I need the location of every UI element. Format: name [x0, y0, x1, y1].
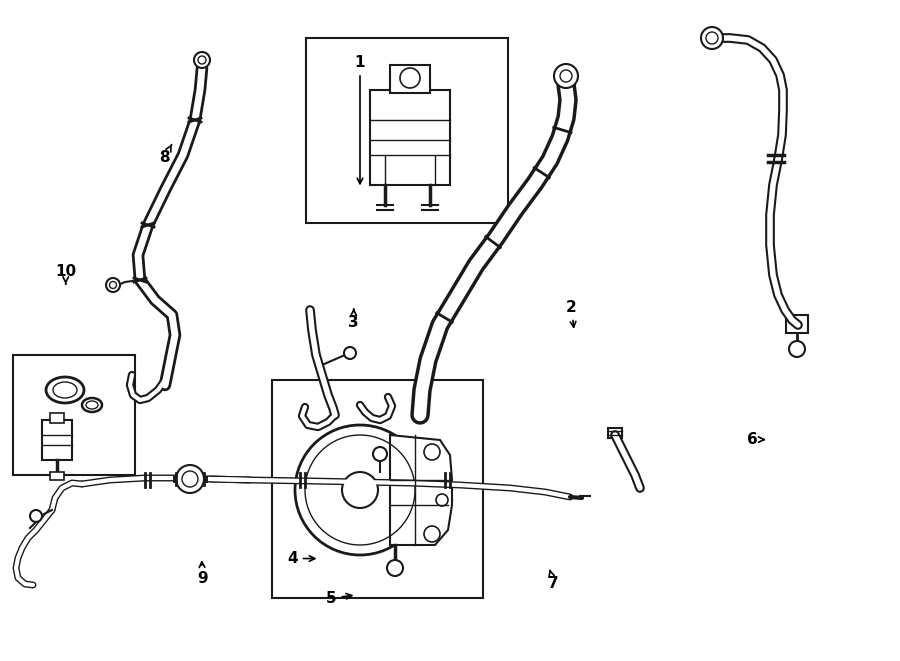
Polygon shape — [390, 435, 452, 545]
Text: 8: 8 — [159, 145, 172, 165]
Bar — [50, 413, 64, 423]
Circle shape — [789, 341, 805, 357]
Bar — [370, 90, 450, 185]
Text: 4: 4 — [287, 551, 315, 566]
Circle shape — [424, 526, 440, 542]
Text: 3: 3 — [348, 309, 359, 330]
Bar — [50, 472, 64, 480]
Circle shape — [176, 465, 204, 493]
Circle shape — [554, 64, 578, 88]
Circle shape — [342, 472, 378, 508]
Circle shape — [295, 425, 425, 555]
Text: 5: 5 — [326, 591, 352, 605]
Bar — [608, 428, 622, 438]
Text: 2: 2 — [566, 300, 577, 327]
Circle shape — [344, 347, 356, 359]
Circle shape — [30, 510, 42, 522]
Text: 10: 10 — [55, 264, 76, 284]
Circle shape — [194, 52, 210, 68]
Text: 1: 1 — [355, 56, 365, 184]
Circle shape — [701, 27, 723, 49]
Bar — [390, 65, 430, 93]
Bar — [786, 315, 808, 333]
Bar — [306, 38, 508, 223]
Bar — [13, 355, 135, 475]
Circle shape — [106, 278, 120, 292]
Bar — [42, 420, 72, 460]
Text: 9: 9 — [197, 562, 208, 586]
Circle shape — [387, 560, 403, 576]
Circle shape — [424, 444, 440, 460]
Text: 7: 7 — [548, 570, 559, 591]
Bar — [272, 380, 483, 598]
Text: 6: 6 — [747, 432, 764, 447]
Circle shape — [436, 494, 448, 506]
Circle shape — [373, 447, 387, 461]
